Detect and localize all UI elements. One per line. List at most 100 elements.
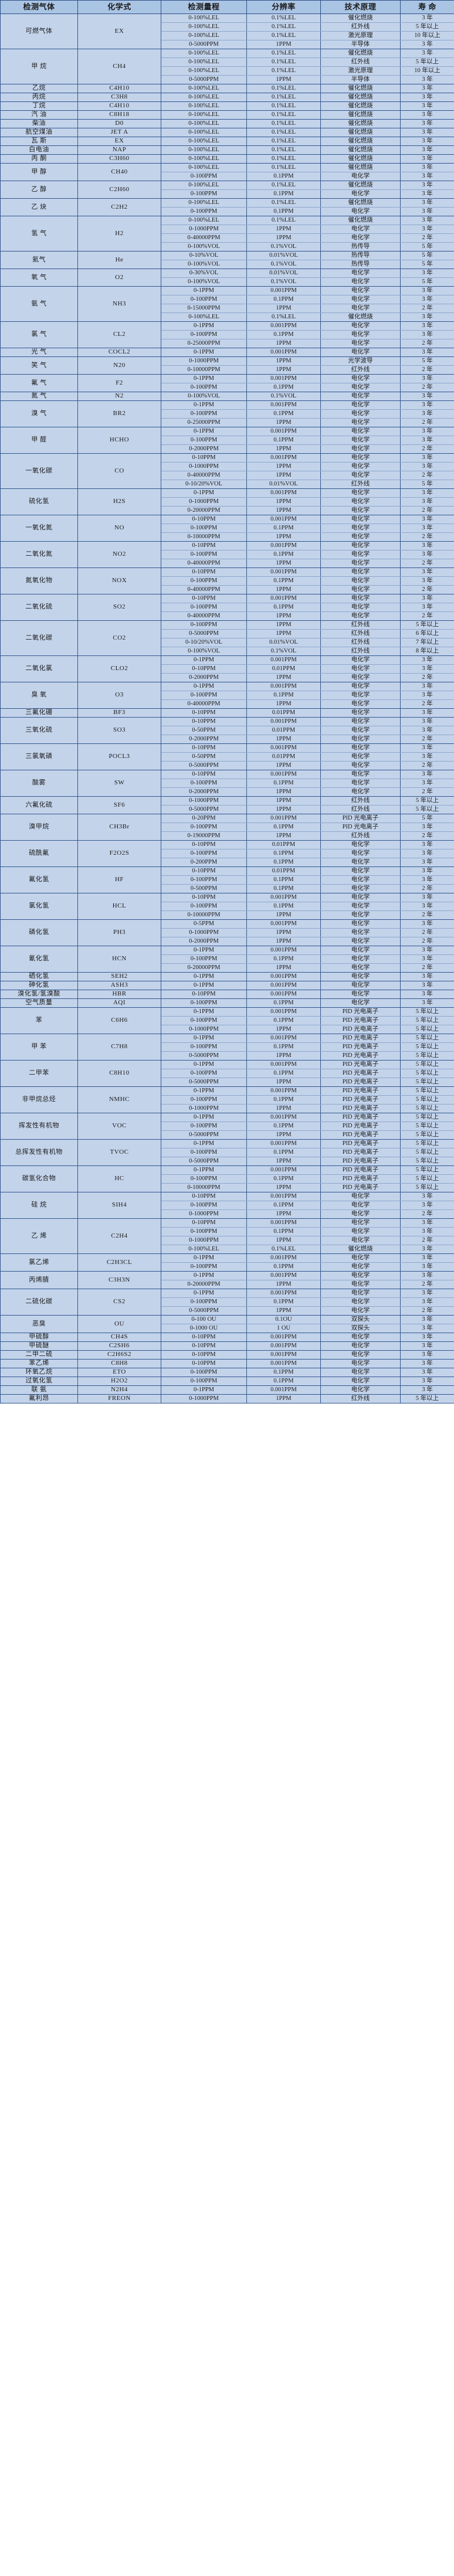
- chemical-formula-cell: ASH3: [77, 981, 161, 990]
- range-cell: 0-100%LEL: [161, 137, 247, 146]
- resolution-cell: 1PPM: [246, 356, 321, 366]
- table-row: 柴油 D0 0-100%LEL 0.1%LEL 催化燃烧 3 年: [0, 119, 454, 128]
- chemical-formula-cell: JET A: [77, 128, 161, 137]
- range-cell: 0-100%LEL: [161, 93, 247, 102]
- table-row: 0-2000PPM 1PPM 电化学 2 年: [1, 673, 454, 682]
- table-row: 二甲二硫 C2H6S2 0-10PPM 0.001PPM 电化学 3 年: [0, 1350, 454, 1360]
- lifetime-cell: 3 年: [400, 497, 454, 507]
- table-row: 0-5000PPM 1PPM PID 光电离子 5 年以上: [1, 1051, 454, 1061]
- lifetime-cell: 3 年: [400, 49, 454, 58]
- technology-cell: 电化学: [320, 1359, 401, 1368]
- range-cell: 0-10PPM: [161, 990, 247, 999]
- range-cell: 0-1PPM: [161, 972, 247, 981]
- lifetime-cell: 5 年: [400, 260, 454, 269]
- technology-cell: 电化学: [320, 928, 401, 937]
- technology-cell: 电化学: [320, 1368, 401, 1377]
- resolution-cell: 0.001PPM: [246, 981, 321, 990]
- table-row: 0-20000PPM 1PPM 电化学 2 年: [1, 506, 454, 515]
- range-cell: 0-10000PPM: [161, 365, 247, 375]
- resolution-cell: 0.01PPM: [246, 664, 321, 674]
- range-cell: 0-1000PPM: [161, 462, 247, 471]
- lifetime-cell: 3 年: [400, 189, 454, 199]
- technology-cell: 电化学: [320, 383, 401, 392]
- table-row: 0-5000PPM 1PPM 半导体 3 年: [1, 75, 454, 84]
- resolution-cell: 0.1PPM: [246, 383, 321, 392]
- technology-cell: 光学波导: [320, 356, 401, 366]
- range-cell: 0-1PPM: [161, 1385, 247, 1395]
- lifetime-cell: 3 年: [400, 330, 454, 339]
- technology-cell: 电化学: [320, 1262, 401, 1272]
- table-row: 0-15000PPM 1PPM 电化学 2 年: [1, 304, 454, 313]
- table-row: 0-2000PPM 1PPM 电化学 2 年: [1, 937, 454, 946]
- table-row: 0-20000PPM 1PPM 电化学 2 年: [1, 1280, 454, 1289]
- lifetime-cell: 2 年: [400, 611, 454, 621]
- technology-cell: PID 光电离子: [320, 1174, 401, 1184]
- technology-cell: PID 光电离子: [320, 823, 401, 832]
- chemical-formula-cell: TVOC: [77, 1139, 161, 1166]
- resolution-cell: 0.1%LEL: [246, 66, 321, 76]
- technology-cell: 红外线: [320, 22, 401, 32]
- resolution-cell: 0.001PPM: [246, 1007, 321, 1017]
- resolution-cell: 0.001PPM: [246, 1192, 321, 1201]
- lifetime-cell: 3 年: [400, 119, 454, 128]
- table-row: 0-100PPM 0.1PPM 电化学 3 年: [1, 1201, 454, 1210]
- resolution-cell: 1PPM: [246, 497, 321, 507]
- gas-name-cell: 二氧化氮: [0, 541, 78, 568]
- technology-cell: 红外线: [320, 647, 401, 656]
- table-row: 氯乙烯 C2H3CL 0-1PPM 0.001PPM 电化学 3 年: [0, 1253, 454, 1272]
- table-row: 汽 油 C8H18 0-100%LEL 0.1%LEL 催化燃烧 3 年: [0, 110, 454, 120]
- resolution-cell: 1PPM: [246, 40, 321, 49]
- table-row: 0-40000PPM 1PPM 电化学 2 年: [1, 471, 454, 480]
- lifetime-cell: 3 年: [400, 216, 454, 225]
- lifetime-cell: 2 年: [400, 471, 454, 480]
- table-row: 0-100PPM 0.1PPM PID 光电离子 3 年: [1, 823, 454, 832]
- range-cell: 0-10PPM: [161, 567, 247, 577]
- range-cell: 0-100%LEL: [161, 216, 247, 225]
- lifetime-cell: 3 年: [400, 594, 454, 603]
- range-cell: 0-1PPM: [161, 400, 247, 410]
- range-cell: 0-10/20%VOL: [161, 638, 247, 647]
- resolution-cell: 0.001PPM: [246, 541, 321, 550]
- resolution-cell: 0.001PPM: [246, 400, 321, 410]
- resolution-cell: 0.1PPM: [246, 1262, 321, 1272]
- technology-cell: 红外线: [320, 57, 401, 67]
- range-cell: 0-100PPM: [161, 1262, 247, 1272]
- table-row: 0-10000PPM 1PPM 红外线 2 年: [1, 365, 454, 375]
- resolution-cell: 0.001PPM: [246, 594, 321, 603]
- range-cell: 0-10PPM: [161, 840, 247, 849]
- chemical-formula-cell: H2S: [77, 488, 161, 515]
- resolution-cell: 0.1PPM: [246, 1227, 321, 1236]
- lifetime-cell: 3 年: [400, 13, 454, 23]
- lifetime-cell: 3 年: [400, 990, 454, 999]
- gas-name-cell: 硫化氢: [0, 488, 78, 515]
- range-cell: 0-100PPM: [161, 691, 247, 700]
- resolution-cell: 1PPM: [246, 629, 321, 638]
- resolution-cell: 1PPM: [246, 1078, 321, 1087]
- technology-cell: 电化学: [320, 172, 401, 181]
- lifetime-cell: 5 年以上: [400, 1139, 454, 1148]
- resolution-cell: 0.001PPM: [246, 1218, 321, 1228]
- resolution-cell: 1PPM: [246, 532, 321, 542]
- technology-cell: 电化学: [320, 954, 401, 964]
- resolution-cell: 0.1PPM: [246, 1122, 321, 1131]
- technology-cell: 电化学: [320, 770, 401, 779]
- chemical-formula-cell: NAP: [77, 145, 161, 155]
- lifetime-cell: 3 年: [400, 400, 454, 410]
- table-row: 0-5000PPM 1PPM 红外线 5 年以上: [1, 805, 454, 814]
- table-row: 氧 气 O2 0-30%VOL 0.01%VOL 电化学 3 年: [0, 269, 454, 287]
- range-cell: 0-100PPM: [161, 172, 247, 181]
- range-cell: 0-40000PPM: [161, 611, 247, 621]
- technology-cell: 电化学: [320, 550, 401, 559]
- gas-name-cell: 总挥发性有机物: [0, 1139, 78, 1166]
- lifetime-cell: 3 年: [400, 691, 454, 700]
- lifetime-cell: 2 年: [400, 884, 454, 893]
- range-cell: 0-10000PPM: [161, 532, 247, 542]
- gas-name-cell: 氦气: [0, 251, 78, 269]
- range-cell: 0-100%LEL: [161, 163, 247, 172]
- resolution-cell: 0.1PPM: [246, 1377, 321, 1386]
- technology-cell: 电化学: [320, 699, 401, 709]
- range-cell: 0-1PPM: [161, 1289, 247, 1298]
- technology-cell: 半导体: [320, 75, 401, 84]
- lifetime-cell: 5 年以上: [400, 1069, 454, 1078]
- range-cell: 0-100PPM: [161, 1174, 247, 1184]
